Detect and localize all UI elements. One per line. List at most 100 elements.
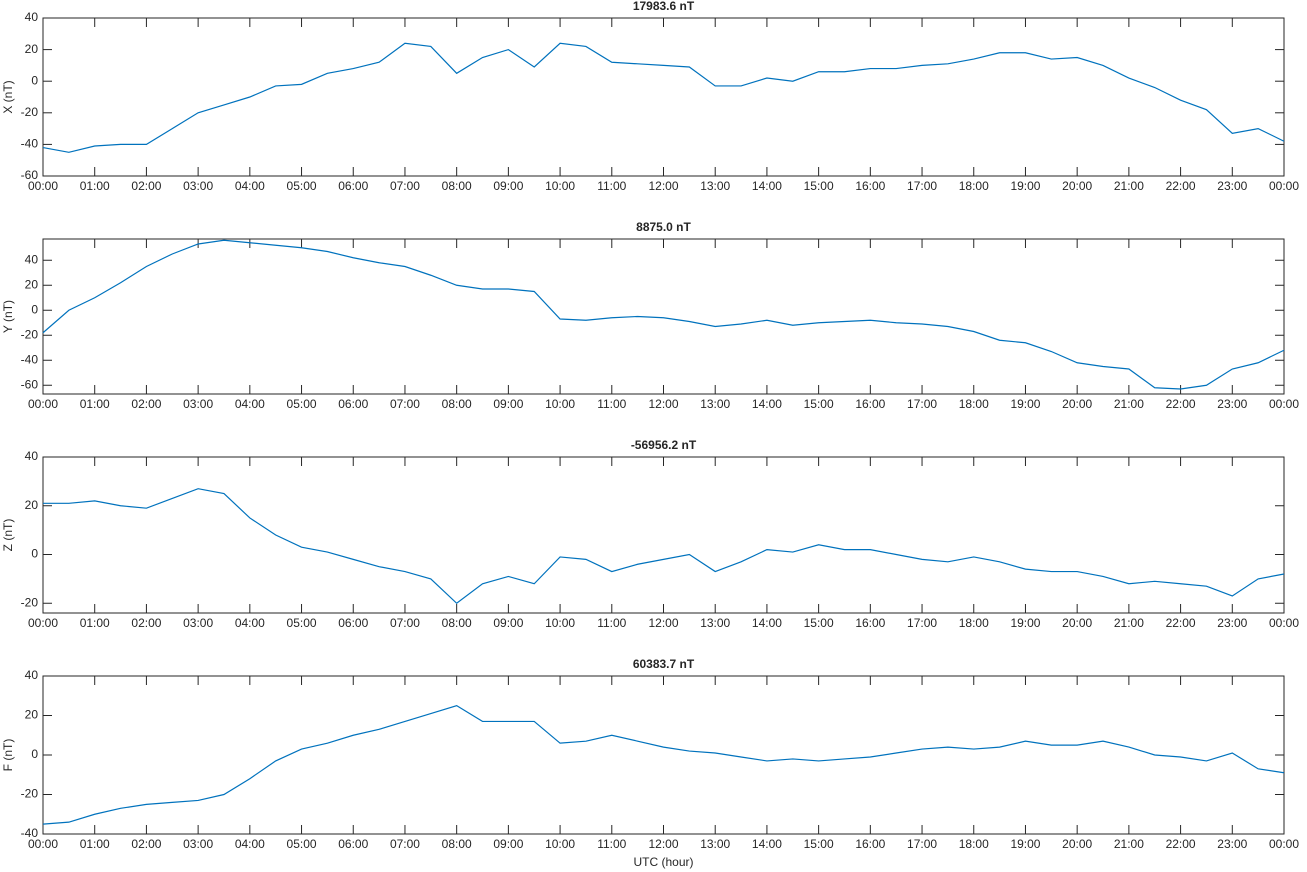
- x-tick-label: 00:00: [1269, 179, 1299, 193]
- x-tick-label: 07:00: [390, 616, 420, 630]
- x-tick-label: 23:00: [1217, 616, 1247, 630]
- x-tick-label: 04:00: [235, 616, 265, 630]
- x-tick-label: 03:00: [183, 397, 213, 411]
- x-tick-label: 14:00: [752, 837, 782, 851]
- x-tick-label: 13:00: [700, 397, 730, 411]
- x-tick-label: 06:00: [338, 837, 368, 851]
- x-tick-label: 16:00: [855, 837, 885, 851]
- x-tick-label: 18:00: [959, 179, 989, 193]
- y-tick-label: 40: [25, 668, 39, 682]
- x-tick-label: 18:00: [959, 837, 989, 851]
- x-tick-label: 17:00: [907, 616, 937, 630]
- x-tick-label: 11:00: [597, 616, 626, 630]
- y-tick-label: -20: [21, 105, 39, 119]
- x-tick-label: 12:00: [648, 179, 678, 193]
- x-tick-label: 08:00: [442, 616, 472, 630]
- x-tick-label: 10:00: [545, 616, 575, 630]
- x-tick-label: 09:00: [493, 616, 523, 630]
- x-tick-label: 21:00: [1114, 397, 1144, 411]
- x-tick-label: 00:00: [1269, 616, 1299, 630]
- x-tick-label: 10:00: [545, 397, 575, 411]
- x-tick-label: 07:00: [390, 179, 420, 193]
- x-tick-label: 20:00: [1062, 397, 1092, 411]
- x-tick-label: 14:00: [752, 616, 782, 630]
- y-tick-label: 0: [31, 73, 38, 87]
- x-tick-label: 18:00: [959, 616, 989, 630]
- x-tick-label: 04:00: [235, 397, 265, 411]
- panel-title: -56956.2 nT: [631, 438, 697, 452]
- x-tick-label: 09:00: [493, 179, 523, 193]
- x-tick-label: 14:00: [752, 179, 782, 193]
- x-tick-label: 20:00: [1062, 179, 1092, 193]
- x-tick-label: 05:00: [287, 616, 317, 630]
- x-tick-label: 05:00: [287, 837, 317, 851]
- x-tick-label: 18:00: [959, 397, 989, 411]
- x-tick-label: 03:00: [183, 837, 213, 851]
- y-tick-label: -40: [21, 352, 39, 366]
- panel-title: 8875.0 nT: [636, 220, 691, 234]
- x-tick-label: 03:00: [183, 616, 213, 630]
- y-tick-label: 40: [25, 252, 39, 266]
- x-tick-label: 06:00: [338, 179, 368, 193]
- x-tick-label: 01:00: [80, 616, 110, 630]
- x-tick-label: 09:00: [493, 837, 523, 851]
- x-tick-label: 01:00: [80, 397, 110, 411]
- x-tick-label: 12:00: [648, 837, 678, 851]
- x-tick-label: 12:00: [648, 616, 678, 630]
- x-tick-label: 02:00: [131, 397, 161, 411]
- data-line: [42, 704, 1285, 825]
- x-tick-label: 21:00: [1114, 616, 1144, 630]
- x-tick-label: 15:00: [804, 837, 834, 851]
- plot-box: [42, 675, 1285, 835]
- x-tick-label: 01:00: [80, 837, 110, 851]
- x-tick-label: 16:00: [855, 616, 885, 630]
- x-tick-label: 00:00: [1269, 397, 1299, 411]
- x-tick-label: 20:00: [1062, 616, 1092, 630]
- y-tick-label: 0: [31, 747, 38, 761]
- x-tick-label: 04:00: [235, 837, 265, 851]
- x-tick-label: 16:00: [855, 397, 885, 411]
- data-line: [43, 488, 1285, 605]
- x-tick-label: 09:00: [493, 397, 523, 411]
- y-tick-label: -20: [21, 327, 39, 341]
- x-tick-label: 21:00: [1114, 179, 1144, 193]
- x-tick-label: 17:00: [907, 837, 937, 851]
- x-tick-label: 00:00: [1269, 837, 1299, 851]
- x-tick-label: 13:00: [700, 616, 730, 630]
- x-tick-label: 06:00: [338, 397, 368, 411]
- x-tick-label: 20:00: [1062, 837, 1092, 851]
- x-tick-label: 22:00: [1166, 837, 1196, 851]
- x-tick-label: 19:00: [1010, 179, 1040, 193]
- y-tick-label: 20: [25, 42, 39, 56]
- y-axis-label: Z (nT): [1, 519, 15, 552]
- x-tick-label: 00:00: [28, 616, 58, 630]
- x-tick-label: 05:00: [287, 179, 317, 193]
- x-tick-label: 19:00: [1010, 397, 1040, 411]
- x-tick-label: 21:00: [1114, 837, 1144, 851]
- y-tick-label: -40: [21, 137, 39, 151]
- y-tick-label: -20: [21, 595, 39, 609]
- x-tick-label: 10:00: [545, 837, 575, 851]
- x-tick-label: 22:00: [1166, 179, 1196, 193]
- x-tick-label: 16:00: [855, 179, 885, 193]
- x-tick-label: 22:00: [1166, 616, 1196, 630]
- x-tick-label: 02:00: [131, 616, 161, 630]
- x-tick-label: 19:00: [1010, 837, 1040, 851]
- y-tick-label: 0: [31, 302, 38, 316]
- x-tick-label: 15:00: [804, 179, 834, 193]
- x-tick-label: 17:00: [907, 179, 937, 193]
- panel-title: 60383.7 nT: [633, 657, 695, 671]
- x-tick-label: 11:00: [597, 179, 626, 193]
- x-tick-label: 08:00: [442, 179, 472, 193]
- plot-box: [42, 17, 1285, 177]
- y-tick-label: -40: [21, 826, 39, 840]
- x-tick-label: 00:00: [28, 397, 58, 411]
- x-tick-label: 23:00: [1217, 179, 1247, 193]
- x-tick-label: 15:00: [804, 616, 834, 630]
- x-tick-label: 13:00: [700, 837, 730, 851]
- y-tick-label: 20: [25, 708, 39, 722]
- y-tick-label: 40: [25, 10, 39, 24]
- y-tick-label: 20: [25, 277, 39, 291]
